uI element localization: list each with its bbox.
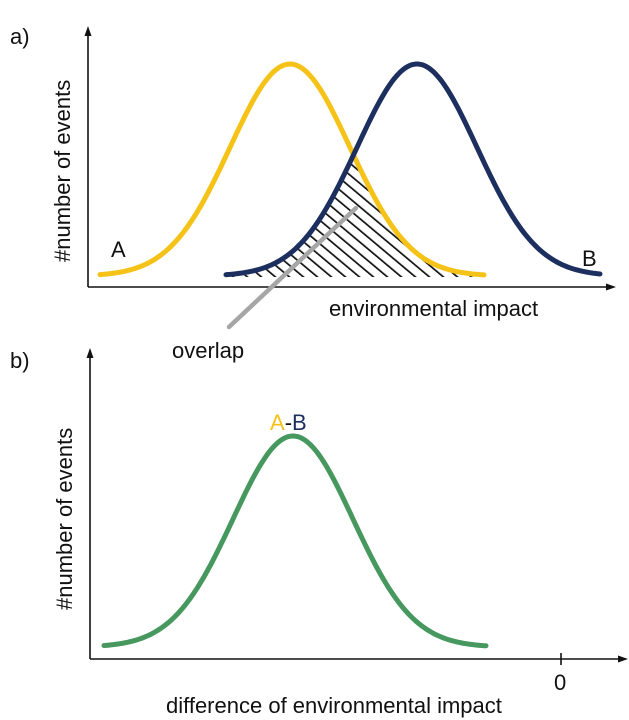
panel-b: b) 0 #number of events difference of env… bbox=[10, 348, 628, 718]
panel-a: a) #number of events environmental impac… bbox=[10, 24, 616, 363]
curve-a-label: A bbox=[111, 237, 126, 262]
panel-b-y-axis-label: #number of events bbox=[52, 428, 77, 610]
panel-b-y-axis-arrow bbox=[86, 348, 94, 358]
zero-tick-label: 0 bbox=[554, 670, 566, 695]
difference-label-b: B bbox=[292, 410, 307, 435]
curve-b bbox=[223, 61, 603, 278]
panel-b-x-axis-label: difference of environmental impact bbox=[166, 693, 502, 718]
curve-a bbox=[97, 61, 487, 278]
difference-label-dash: - bbox=[285, 410, 292, 435]
panel-a-x-axis-arrow bbox=[606, 283, 616, 291]
panel-b-label: b) bbox=[10, 348, 30, 373]
panel-b-x-axis-arrow bbox=[618, 655, 628, 663]
panel-a-x-axis-label: environmental impact bbox=[329, 296, 538, 321]
panel-a-label: a) bbox=[10, 24, 30, 49]
overlap-label: overlap bbox=[172, 338, 244, 363]
panel-a-y-axis-arrow bbox=[84, 26, 92, 36]
difference-curve-label: A-B bbox=[270, 410, 307, 435]
difference-curve bbox=[101, 433, 489, 649]
overlap-hatched-region bbox=[226, 64, 484, 277]
overlap-pointer-line bbox=[226, 205, 359, 330]
curve-b-label: B bbox=[582, 246, 597, 271]
difference-label-a: A bbox=[270, 410, 285, 435]
panel-a-y-axis-label: #number of events bbox=[50, 80, 75, 262]
